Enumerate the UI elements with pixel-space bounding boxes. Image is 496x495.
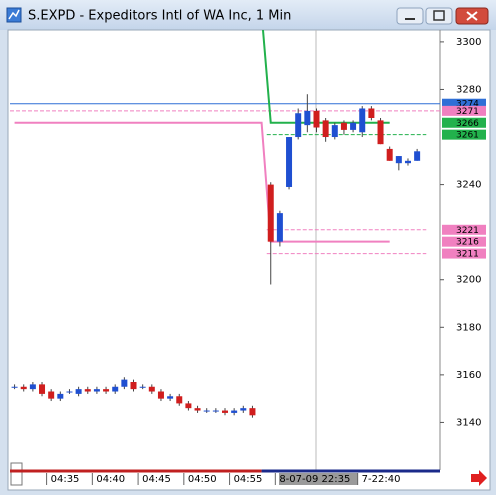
level-box xyxy=(442,248,486,259)
y-tick-label: 3300 xyxy=(456,37,481,48)
x-tick-label: 04:40 xyxy=(96,474,125,485)
y-tick-label: 3140 xyxy=(456,417,481,428)
level-label: 3211 xyxy=(456,250,479,260)
chart-panel xyxy=(7,29,491,491)
x-tick-label: 04:35 xyxy=(51,474,80,485)
x-tick-label: 04:45 xyxy=(142,474,171,485)
y-tick-label: 3180 xyxy=(456,322,481,333)
crosshair-time-box xyxy=(279,473,358,485)
candle-body xyxy=(267,184,274,242)
candle-body xyxy=(386,148,393,161)
candle-body xyxy=(222,410,228,413)
candle-body xyxy=(20,386,27,390)
x-tick-label: 04:55 xyxy=(234,474,263,485)
minimize-button[interactable] xyxy=(396,7,424,25)
candle-body xyxy=(167,396,174,399)
close-glyph xyxy=(466,11,478,21)
candle-body xyxy=(176,396,183,404)
candle-body xyxy=(29,384,36,390)
level-box xyxy=(442,105,486,116)
candle-body xyxy=(194,408,201,411)
chart-layer: 3140 3160 3180 3200 3240 3280 3300 04:35 04:40 04… xyxy=(10,30,486,485)
candle-body xyxy=(48,391,55,399)
candle-body xyxy=(157,391,164,399)
candle-body xyxy=(304,110,311,126)
candle-body xyxy=(295,113,302,138)
scroll-thumb[interactable] xyxy=(10,462,23,486)
level-label: 3274 xyxy=(456,100,479,110)
series-last-box xyxy=(442,236,486,247)
maximize-button[interactable] xyxy=(425,7,453,25)
candle-body xyxy=(340,122,347,130)
candle-body xyxy=(93,389,100,392)
x-tick-label: 7-22:40 xyxy=(362,474,401,485)
candle-body xyxy=(322,120,329,138)
candle-body xyxy=(350,122,357,130)
candle-body xyxy=(212,410,219,412)
series-last-box xyxy=(442,117,486,128)
candle-body xyxy=(395,156,402,164)
candle-body xyxy=(359,108,366,133)
y-tick-label: 3240 xyxy=(456,180,481,191)
plot-area xyxy=(10,30,440,418)
candle-body xyxy=(368,108,375,118)
level-box xyxy=(442,224,486,235)
candle-body xyxy=(139,386,146,388)
window-title: S.EXPD - Expeditors Intl of WA Inc, 1 Mi… xyxy=(28,9,291,24)
candle-body xyxy=(57,393,64,399)
candle-body xyxy=(414,151,421,161)
app-icon-glyph xyxy=(8,9,20,20)
level-label: 3261 xyxy=(456,131,479,141)
candle-body xyxy=(404,160,411,164)
y-tick-label: 3200 xyxy=(456,275,481,286)
candle-body xyxy=(286,137,293,187)
y-tick-label: 3160 xyxy=(456,370,481,381)
candle-body xyxy=(84,389,91,392)
candle-body xyxy=(185,403,192,409)
maximize-glyph xyxy=(433,10,445,21)
candle-body xyxy=(39,384,46,394)
scroll-right-arrow[interactable] xyxy=(471,470,487,486)
level-label: 3221 xyxy=(456,226,479,236)
candle-body xyxy=(11,386,18,388)
series-last-label: 3216 xyxy=(456,238,479,248)
candle-body xyxy=(377,120,384,145)
indicator-line xyxy=(14,121,390,243)
candle-body xyxy=(103,389,110,392)
candle-body xyxy=(66,391,73,393)
candle-body xyxy=(203,410,210,412)
level-box xyxy=(442,98,486,109)
candle-body xyxy=(331,125,338,138)
candle-body xyxy=(313,110,320,128)
candle-body xyxy=(130,382,137,390)
candle-body xyxy=(231,410,238,413)
x-tick-label: 8-07-09 22:35 xyxy=(279,474,350,485)
candle-body xyxy=(112,386,119,392)
x-tick-label: 04:50 xyxy=(188,474,217,485)
y-tick-label: 3280 xyxy=(456,84,481,95)
candle-body xyxy=(121,379,128,387)
series-last-label: 3266 xyxy=(456,119,479,129)
candle-body xyxy=(276,213,283,242)
candle-body xyxy=(240,408,247,411)
level-label: 3271 xyxy=(456,107,479,117)
candle-body xyxy=(148,386,155,392)
candle-body xyxy=(249,408,256,416)
level-box xyxy=(442,129,486,140)
candle-body xyxy=(75,389,82,394)
